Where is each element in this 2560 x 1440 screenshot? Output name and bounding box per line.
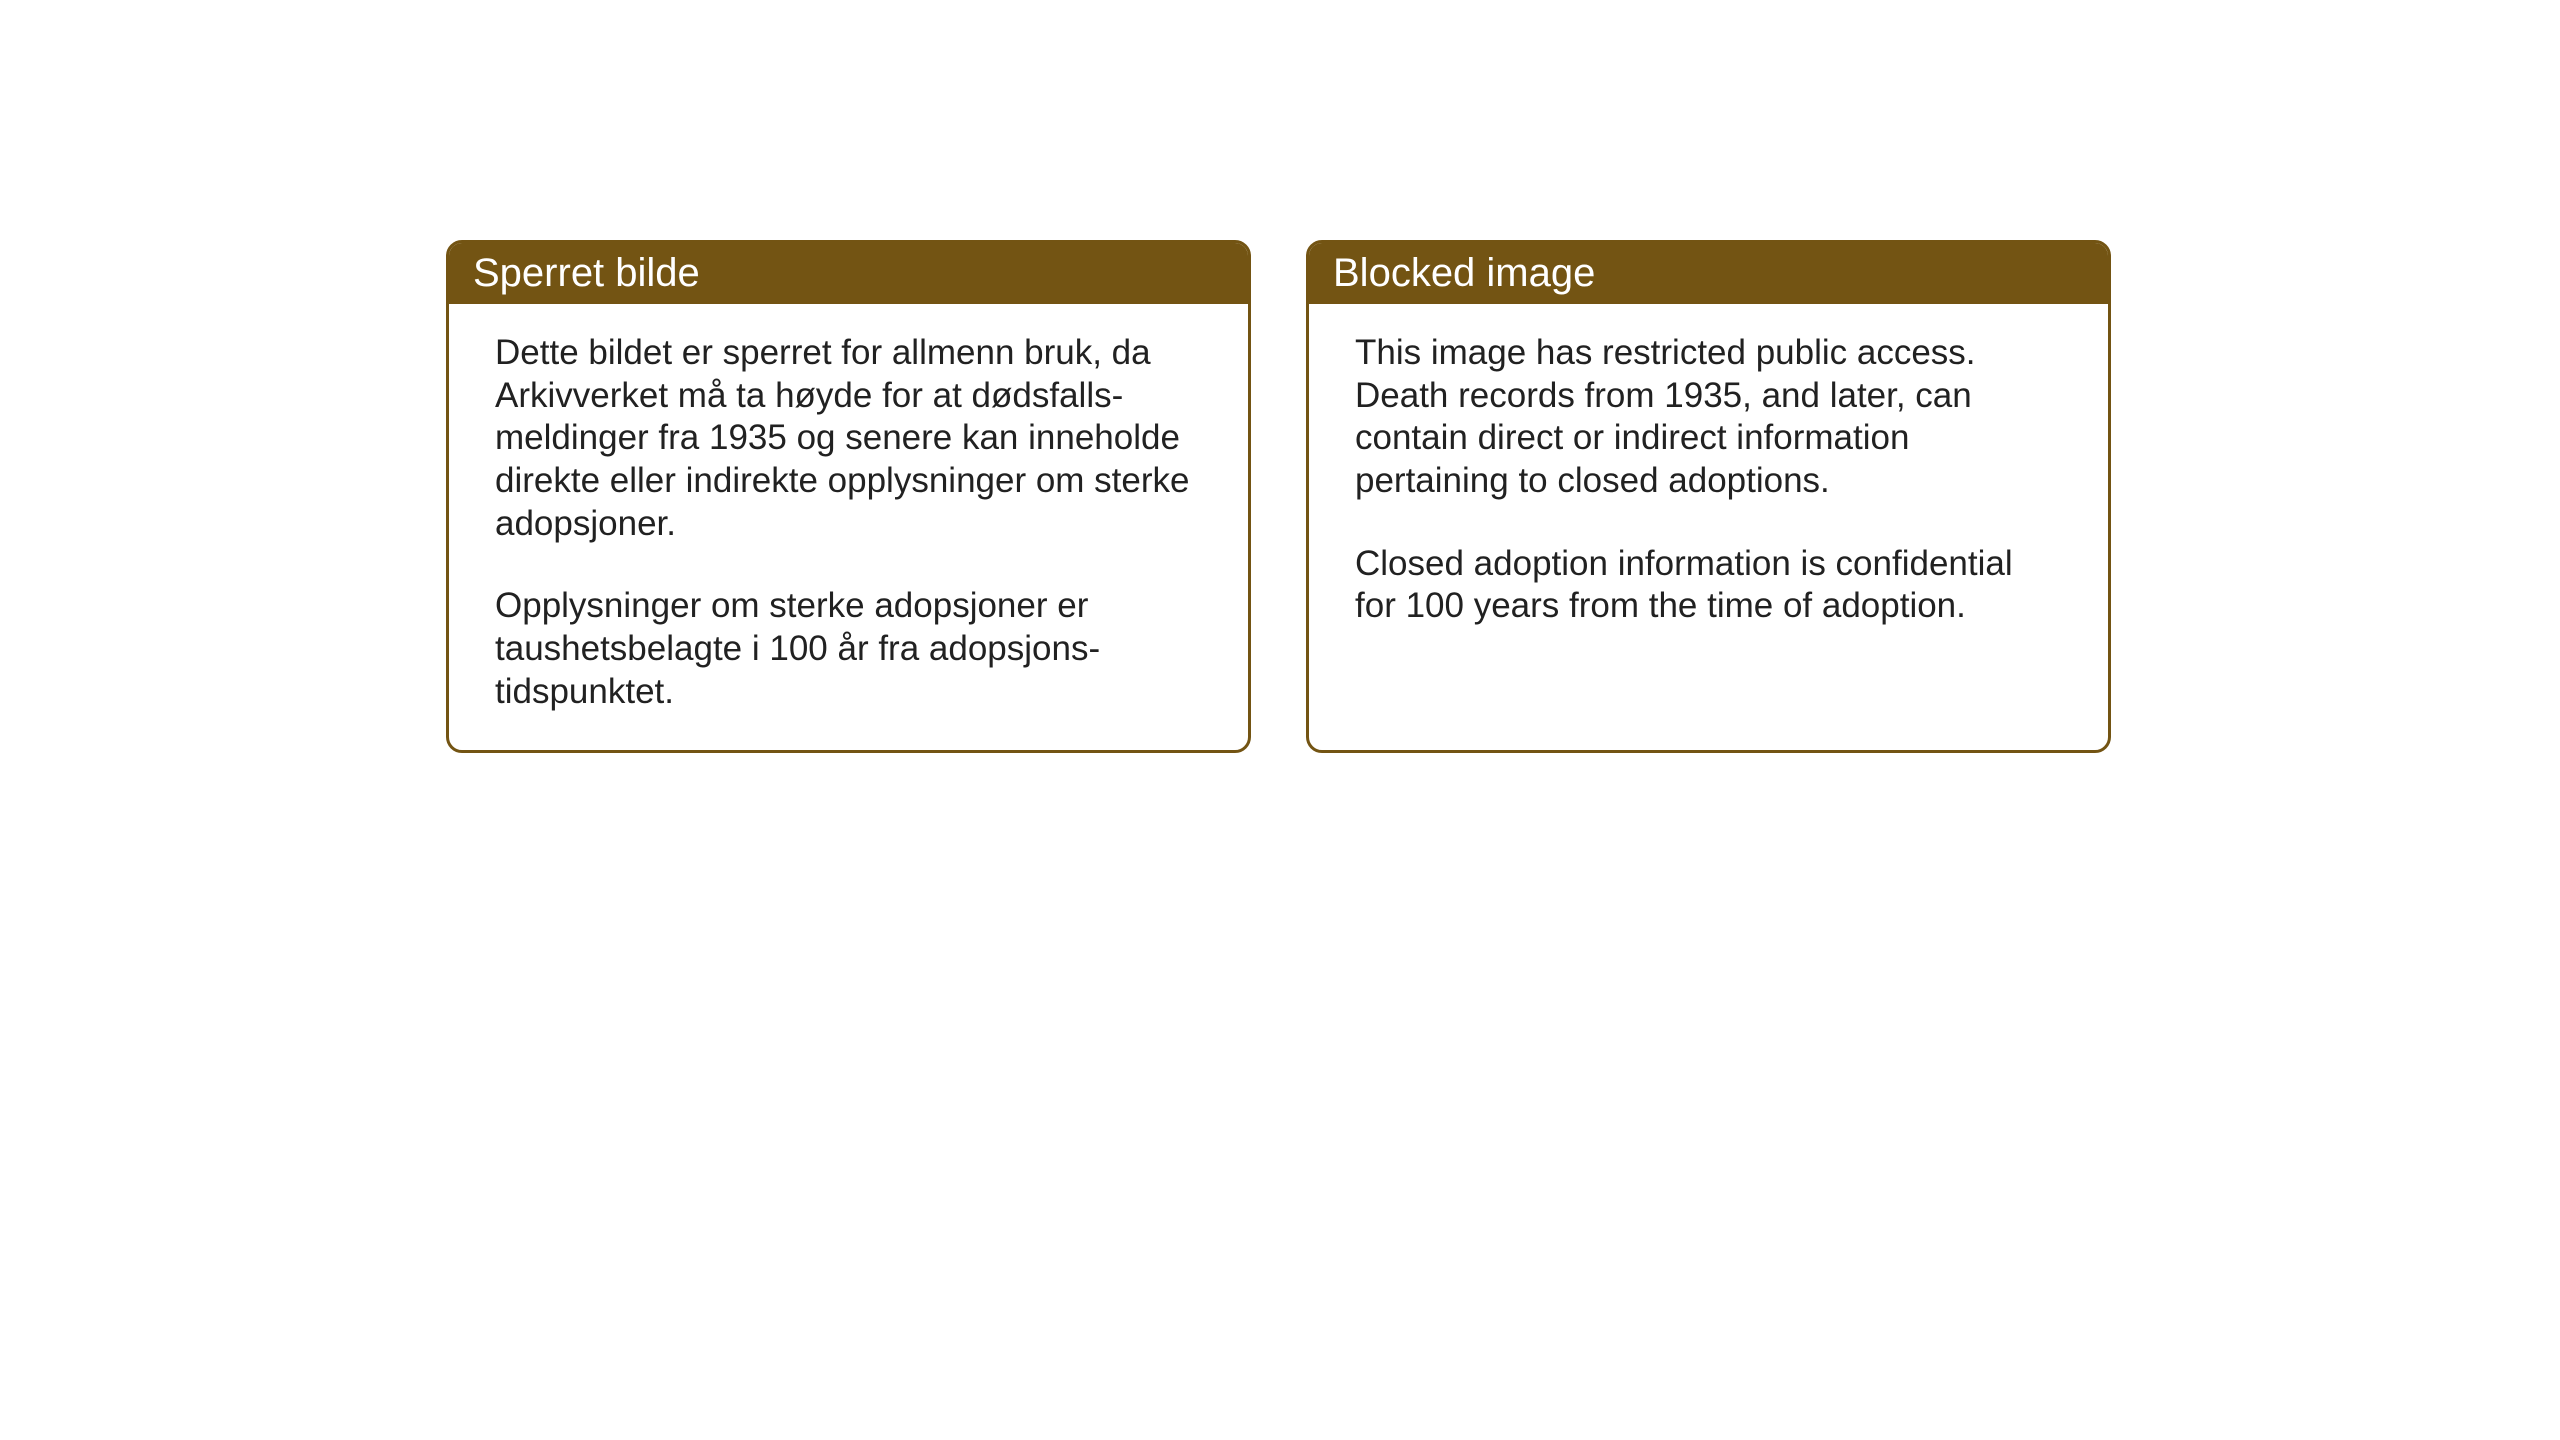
norwegian-paragraph-1: Dette bildet er sperret for allmenn bruk… bbox=[495, 332, 1202, 545]
norwegian-card-title: Sperret bilde bbox=[449, 243, 1248, 304]
norwegian-card: Sperret bilde Dette bildet er sperret fo… bbox=[446, 240, 1251, 753]
english-card: Blocked image This image has restricted … bbox=[1306, 240, 2111, 753]
english-card-title: Blocked image bbox=[1309, 243, 2108, 304]
norwegian-paragraph-2: Opplysninger om sterke adopsjoner er tau… bbox=[495, 585, 1202, 713]
norwegian-card-body: Dette bildet er sperret for allmenn bruk… bbox=[449, 304, 1248, 750]
notice-container: Sperret bilde Dette bildet er sperret fo… bbox=[446, 240, 2111, 753]
english-paragraph-1: This image has restricted public access.… bbox=[1355, 332, 2062, 503]
english-paragraph-2: Closed adoption information is confident… bbox=[1355, 543, 2062, 628]
english-card-body: This image has restricted public access.… bbox=[1309, 304, 2108, 664]
